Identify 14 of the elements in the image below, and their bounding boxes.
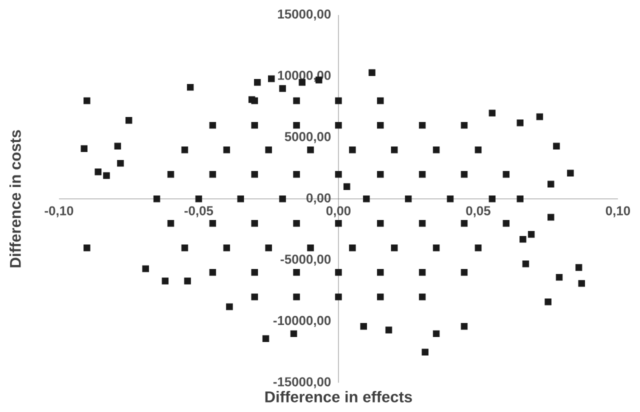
x-tick-label: -0,10 [44, 206, 74, 218]
y-tick-label: -10000,00 [273, 316, 331, 328]
y-tick-label: 10000,00 [278, 70, 331, 82]
x-tick-label: -0,05 [184, 206, 214, 218]
x-tick-label: 0,05 [466, 206, 490, 218]
y-tick-label: 15000,00 [278, 10, 331, 21]
y-axis-title: Difference in costs [9, 130, 21, 268]
y-tick-label: 0,00 [306, 193, 331, 204]
x-tick-label: 0,10 [606, 206, 630, 218]
y-tick-label: -15000,00 [273, 377, 331, 388]
y-tick-label: -5000,00 [280, 254, 331, 266]
x-tick-label: 0,00 [326, 206, 351, 218]
y-tick-label: 5000,00 [284, 132, 331, 144]
x-axis-title: Difference in effects [265, 391, 412, 402]
